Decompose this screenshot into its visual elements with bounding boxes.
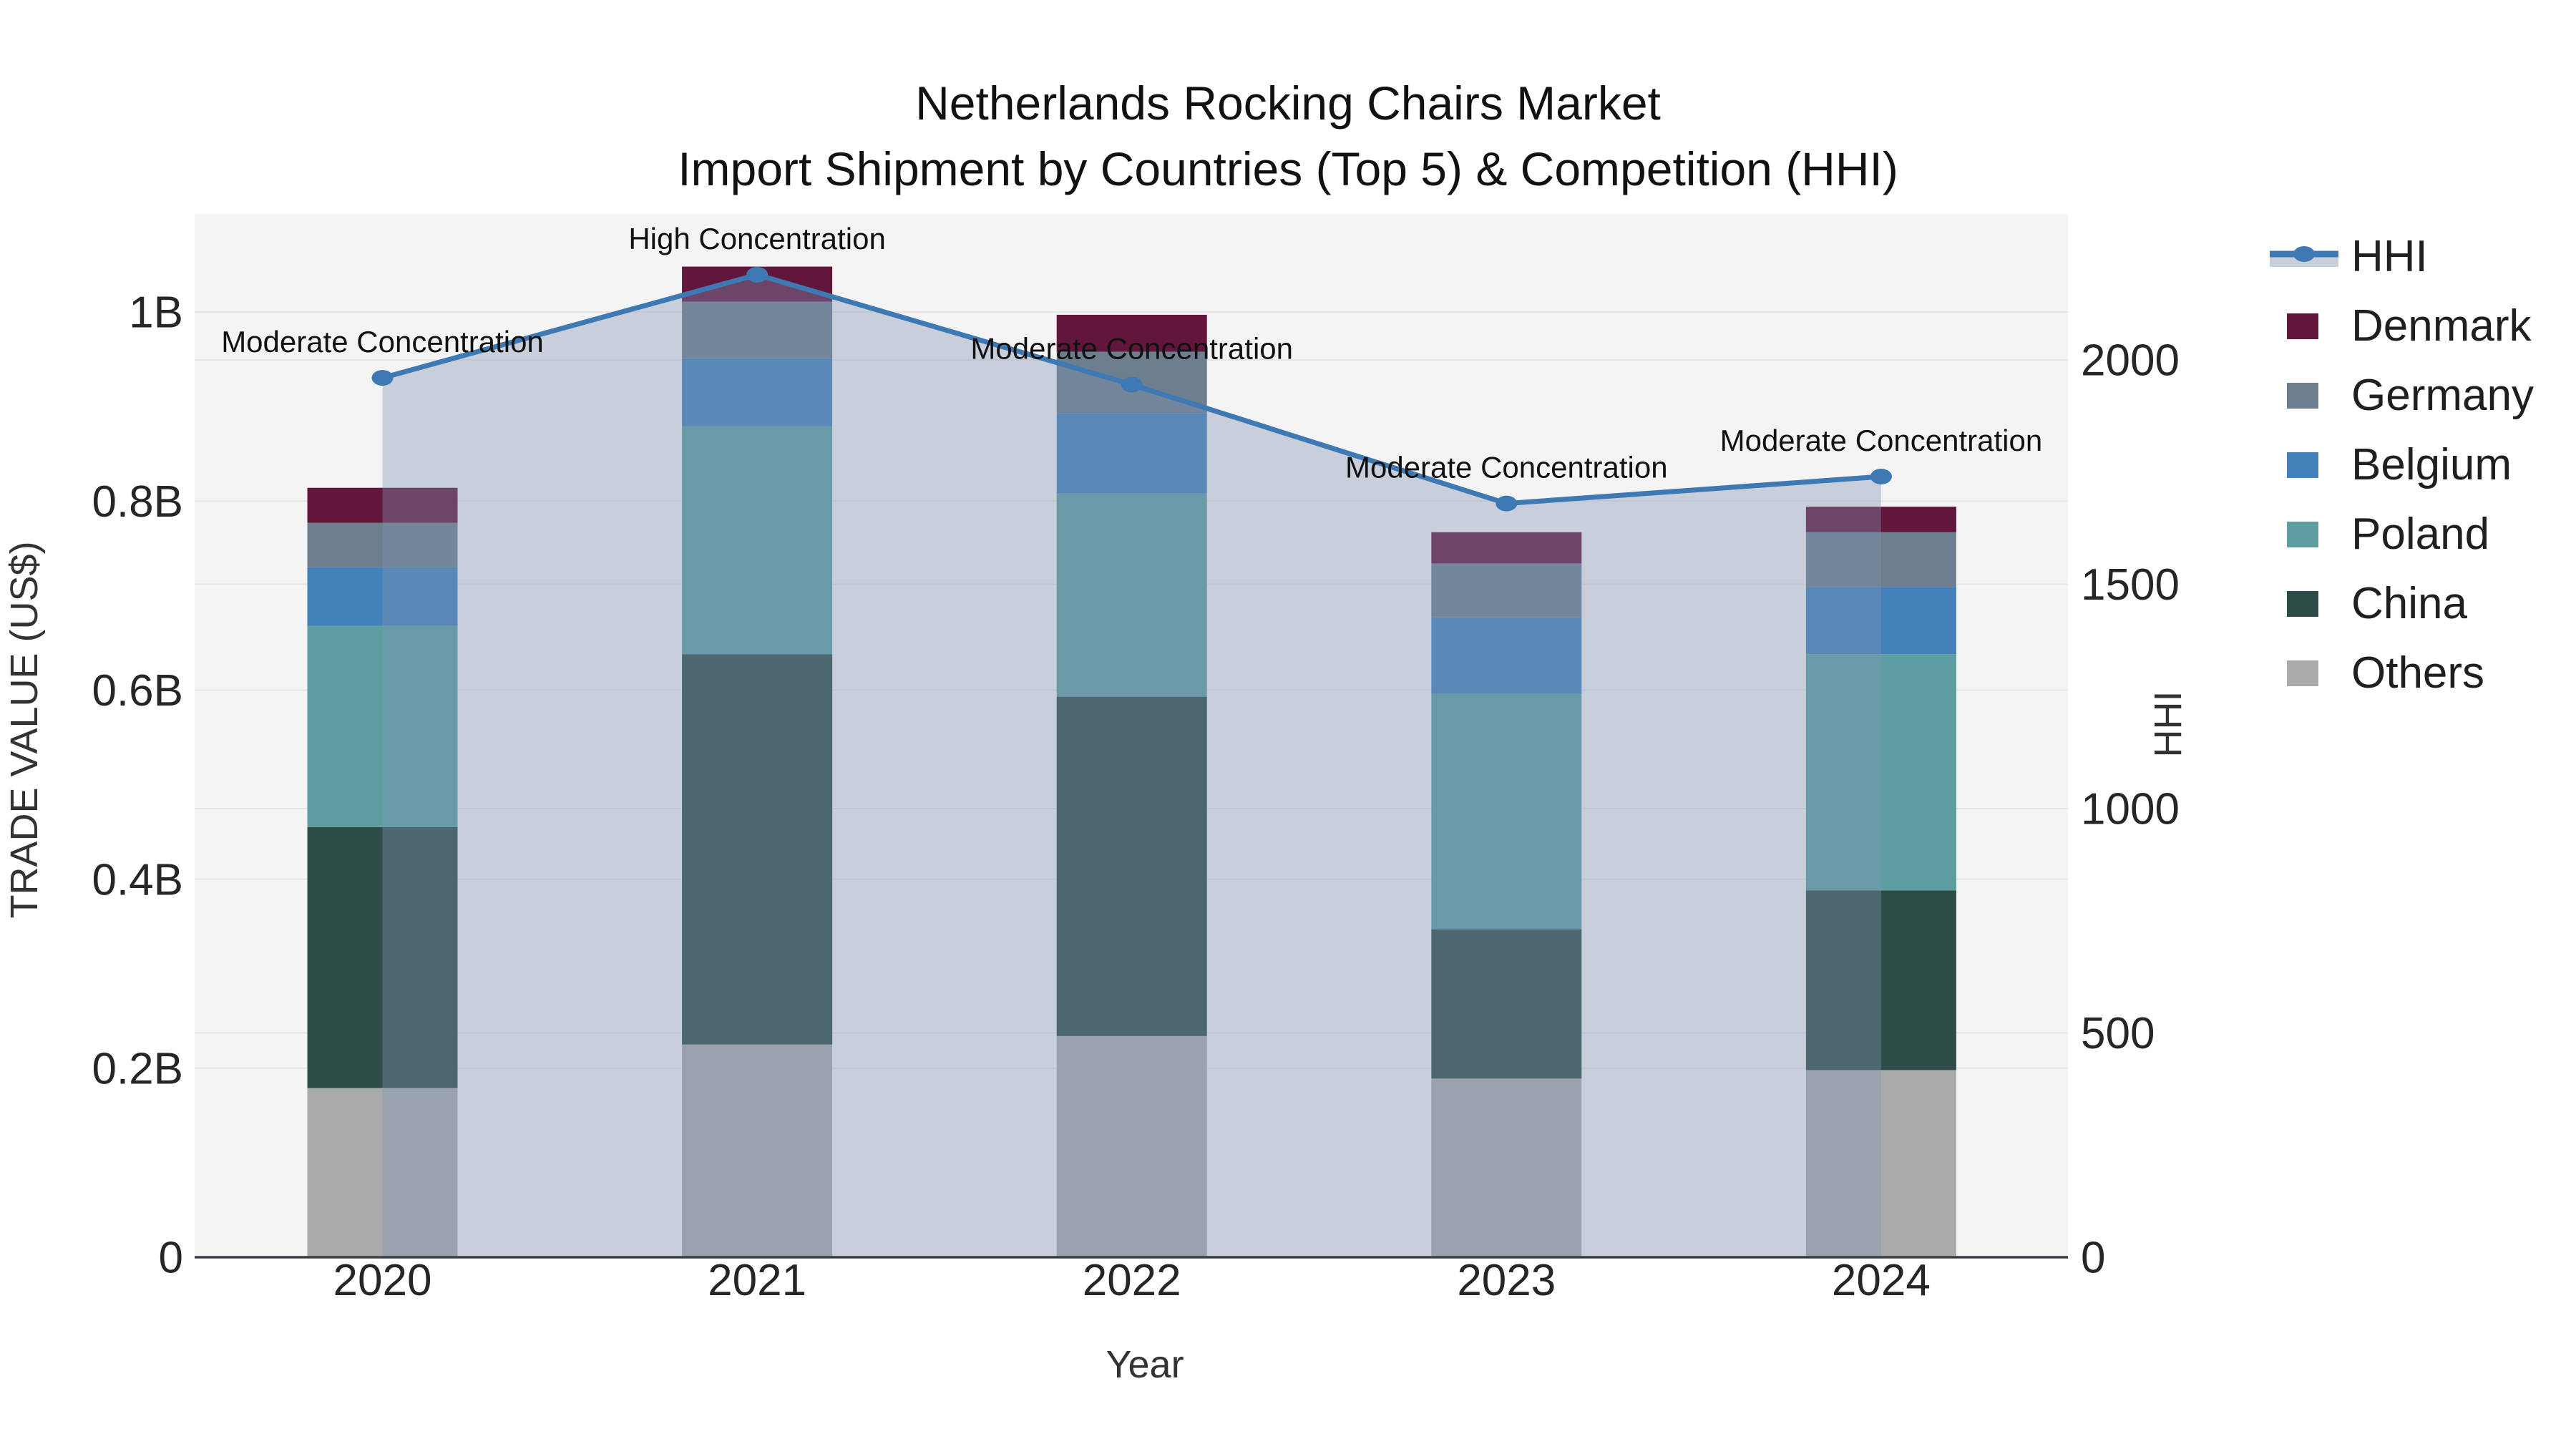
legend-label-poland: Poland (2351, 509, 2490, 559)
chart-title-line1: Netherlands Rocking Chairs Market (915, 77, 1661, 130)
bar-segment-2022-belgium (1056, 413, 1207, 494)
bar-segment-2024-belgium (1805, 587, 1956, 655)
annotation-2020: Moderate Concentration (221, 325, 544, 358)
left-tick-0.8B: 0.8B (92, 477, 183, 527)
legend: HHI Denmark Germany Belgium Poland China… (2267, 222, 2534, 708)
bar-segment-2021-others (682, 1044, 833, 1257)
right-tick-500: 500 (2081, 1009, 2155, 1058)
bar-segment-2024-china (1805, 890, 1956, 1070)
left-tick-0.4B: 0.4B (92, 855, 183, 904)
x-tick-2024: 2024 (1832, 1256, 1931, 1305)
left-tick-0.2B: 0.2B (92, 1045, 183, 1094)
bar-segment-2023-others (1431, 1078, 1582, 1257)
bar-segment-2022-china (1056, 696, 1207, 1036)
chart-title: Netherlands Rocking Chairs Market Import… (0, 70, 2576, 202)
annotation-2021: High Concentration (628, 222, 886, 255)
bar-segment-2021-germany (682, 301, 833, 358)
right-tick-2000: 2000 (2081, 336, 2180, 386)
legend-item-others[interactable]: Others (2267, 638, 2534, 708)
bar-segment-2020-denmark (307, 487, 458, 523)
belgium-swatch-icon (2287, 452, 2318, 478)
x-tick-2021: 2021 (708, 1256, 806, 1305)
denmark-swatch-icon (2287, 313, 2318, 339)
legend-item-denmark[interactable]: Denmark (2267, 291, 2534, 361)
hhi-line-symbol-svg (2270, 245, 2338, 267)
hhi-marker-sample (2293, 245, 2315, 262)
bar-segment-2022-denmark (1056, 314, 1207, 352)
legend-label-hhi: HHI (2351, 232, 2428, 281)
hhi-marker-2024 (1870, 469, 1892, 485)
legend-label-belgium: Belgium (2351, 440, 2512, 489)
hhi-marker-2021 (746, 266, 769, 283)
left-tick-0: 0 (159, 1234, 183, 1283)
others-swatch-icon (2287, 660, 2318, 686)
poland-swatch-icon (2287, 521, 2318, 547)
annotation-2024: Moderate Concentration (1720, 424, 2043, 457)
x-tick-2020: 2020 (333, 1256, 432, 1305)
legend-item-china[interactable]: China (2267, 569, 2534, 638)
bar-segment-2023-china (1431, 929, 1582, 1079)
x-tick-2023: 2023 (1457, 1256, 1556, 1305)
bar-segment-2023-belgium (1431, 617, 1582, 694)
bar-segment-2024-others (1805, 1070, 1956, 1257)
legend-label-denmark: Denmark (2351, 301, 2532, 351)
right-axis-title: HHI (2147, 691, 2190, 758)
right-tick-1000: 1000 (2081, 785, 2180, 834)
bar-segment-2020-germany (307, 522, 458, 567)
legend-label-china: China (2351, 579, 2467, 628)
left-tick-1B: 1B (129, 288, 183, 338)
bar-segment-2023-denmark (1431, 532, 1582, 564)
china-swatch-icon (2287, 590, 2318, 617)
annotation-2022: Moderate Concentration (970, 331, 1293, 365)
hhi-marker-2022 (1121, 376, 1143, 393)
legend-item-hhi[interactable]: HHI (2267, 222, 2534, 291)
chart-title-line2: Import Shipment by Countries (Top 5) & C… (678, 142, 1898, 195)
bar-segment-2021-poland (682, 426, 833, 655)
x-tick-2022: 2022 (1083, 1256, 1181, 1305)
bar-segment-2021-china (682, 654, 833, 1045)
bar-segment-2023-poland (1431, 693, 1582, 930)
legend-label-others: Others (2351, 648, 2485, 698)
hhi-marker-2023 (1496, 495, 1518, 512)
bar-segment-2023-germany (1431, 563, 1582, 618)
bar-segment-2024-denmark (1805, 507, 1956, 532)
bar-segment-2024-poland (1805, 654, 1956, 891)
germany-swatch-icon (2287, 382, 2318, 409)
bar-segment-2020-belgium (307, 567, 458, 626)
annotation-2023: Moderate Concentration (1345, 451, 1668, 484)
legend-item-germany[interactable]: Germany (2267, 361, 2534, 430)
hhi-fill-area (382, 274, 1881, 1257)
left-axis-title: TRADE VALUE (US$) (3, 541, 46, 918)
right-tick-0: 0 (2081, 1234, 2105, 1283)
bar-segment-2020-china (307, 826, 458, 1088)
bar-segment-2022-others (1056, 1035, 1207, 1257)
x-axis-title: Year (1106, 1343, 1184, 1386)
hhi-line-symbol (2267, 241, 2341, 273)
right-tick-1500: 1500 (2081, 560, 2180, 610)
bar-segment-2020-others (307, 1088, 458, 1257)
bar-segment-2021-belgium (682, 358, 833, 426)
legend-label-germany: Germany (2351, 371, 2534, 420)
legend-item-poland[interactable]: Poland (2267, 499, 2534, 569)
bar-segment-2022-poland (1056, 493, 1207, 697)
left-tick-0.6B: 0.6B (92, 666, 183, 716)
bar-segment-2020-poland (307, 625, 458, 827)
bar-segment-2024-germany (1805, 532, 1956, 587)
legend-item-belgium[interactable]: Belgium (2267, 430, 2534, 499)
hhi-marker-2020 (371, 370, 394, 386)
